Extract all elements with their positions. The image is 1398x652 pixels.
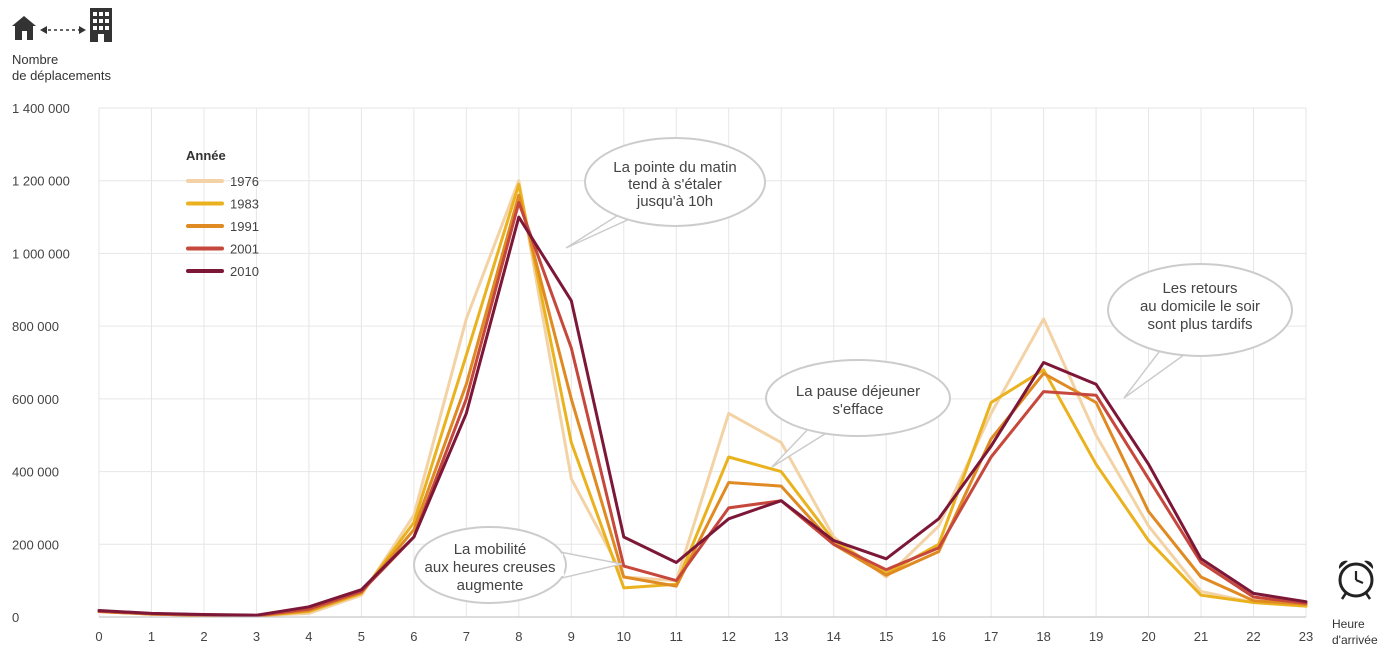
x-tick-label: 18	[1036, 629, 1050, 644]
x-tick-label: 16	[931, 629, 945, 644]
x-tick-label: 0	[95, 629, 102, 644]
callout-offpeak-line-3: augmente	[457, 577, 524, 594]
legend: Année 1976 1983 1991 2001 2010	[186, 148, 259, 279]
series-line-1991	[97, 193, 1308, 618]
callout-morning-line-2: tend à s'étaler	[628, 176, 722, 193]
y-tick-label: 1 400 000	[12, 101, 70, 116]
legend-items: 1976 1983 1991 2001 2010	[186, 174, 259, 279]
axes: 0 1 2 3 4 5 6 7 8 9 10 11 12 13 14 15 16 17 18 19 20 21 22 2302…	[12, 101, 1313, 644]
x-tick-label: 21	[1194, 629, 1208, 644]
callout-offpeak-line-2: aux heures creuses	[425, 559, 556, 576]
x-tick-label: 5	[358, 629, 365, 644]
x-tick-label: 15	[879, 629, 893, 644]
x-tick-label: 2	[200, 629, 207, 644]
x-tick-label: 19	[1089, 629, 1103, 644]
legend-label-1976: 1976	[230, 174, 259, 189]
x-tick-label: 11	[670, 629, 684, 644]
y-axis-title-line-2: de déplacements	[12, 68, 112, 83]
series-line-1976	[97, 179, 1308, 618]
series-line-2010	[97, 215, 1308, 617]
y-tick-label: 800 000	[12, 319, 59, 334]
y-tick-label: 200 000	[12, 537, 59, 552]
x-tick-label: 10	[617, 629, 631, 644]
callout-lunch-line-1: La pause déjeuner	[796, 383, 920, 400]
y-tick-label: 1 200 000	[12, 174, 70, 189]
x-tick-label: 8	[515, 629, 522, 644]
series-line-2001	[97, 201, 1308, 617]
legend-label-1991: 1991	[230, 219, 259, 234]
callout-evening-line-1: Les retours	[1162, 280, 1237, 297]
series-lines	[97, 179, 1308, 618]
callout-offpeak: La mobilité aux heures creuses augmente	[413, 526, 623, 604]
x-tick-label: 23	[1299, 629, 1313, 644]
legend-label-1983: 1983	[230, 197, 259, 212]
y-axis-title-line-1: Nombre	[12, 52, 58, 67]
x-tick-label: 9	[568, 629, 575, 644]
house-icon	[12, 16, 36, 40]
x-tick-label: 12	[722, 629, 736, 644]
dashed-double-arrow-icon	[40, 26, 86, 34]
alarm-clock-icon	[1338, 560, 1374, 600]
y-tick-label: 0	[12, 610, 19, 625]
legend-title: Année	[186, 148, 226, 163]
x-tick-label: 6	[410, 629, 417, 644]
series-line-1983	[97, 182, 1308, 618]
callout-evening: Les retours au domicile le soir sont plu…	[1107, 263, 1293, 399]
x-tick-label: 7	[463, 629, 470, 644]
y-tick-label: 600 000	[12, 392, 59, 407]
x-axis-title-line-2: d'arrivée	[1332, 633, 1378, 647]
x-tick-label: 4	[305, 629, 312, 644]
callout-evening-line-3: sont plus tardifs	[1147, 316, 1252, 333]
x-tick-label: 1	[148, 629, 155, 644]
y-tick-label: 1 000 000	[12, 246, 70, 261]
x-tick-label: 14	[826, 629, 840, 644]
office-building-icon	[90, 8, 112, 42]
callout-morning-line-3: jusqu'à 10h	[636, 193, 713, 210]
x-tick-label: 17	[984, 629, 998, 644]
callout-evening-line-2: au domicile le soir	[1140, 298, 1260, 315]
legend-label-2001: 2001	[230, 242, 259, 257]
x-axis-title-line-1: Heure	[1332, 617, 1365, 631]
callout-morning: La pointe du matin tend à s'étaler jusqu…	[565, 137, 766, 249]
y-tick-label: 400 000	[12, 465, 59, 480]
callout-morning-line-1: La pointe du matin	[613, 159, 736, 176]
legend-label-2010: 2010	[230, 264, 259, 279]
x-tick-label: 22	[1246, 629, 1260, 644]
x-tick-label: 20	[1141, 629, 1155, 644]
callout-offpeak-line-1: La mobilité	[454, 541, 527, 558]
x-tick-label: 13	[774, 629, 788, 644]
callout-lunch-line-2: s'efface	[833, 401, 884, 418]
x-tick-label: 3	[253, 629, 260, 644]
callout-lunch: La pause déjeuner s'efface	[765, 359, 951, 468]
